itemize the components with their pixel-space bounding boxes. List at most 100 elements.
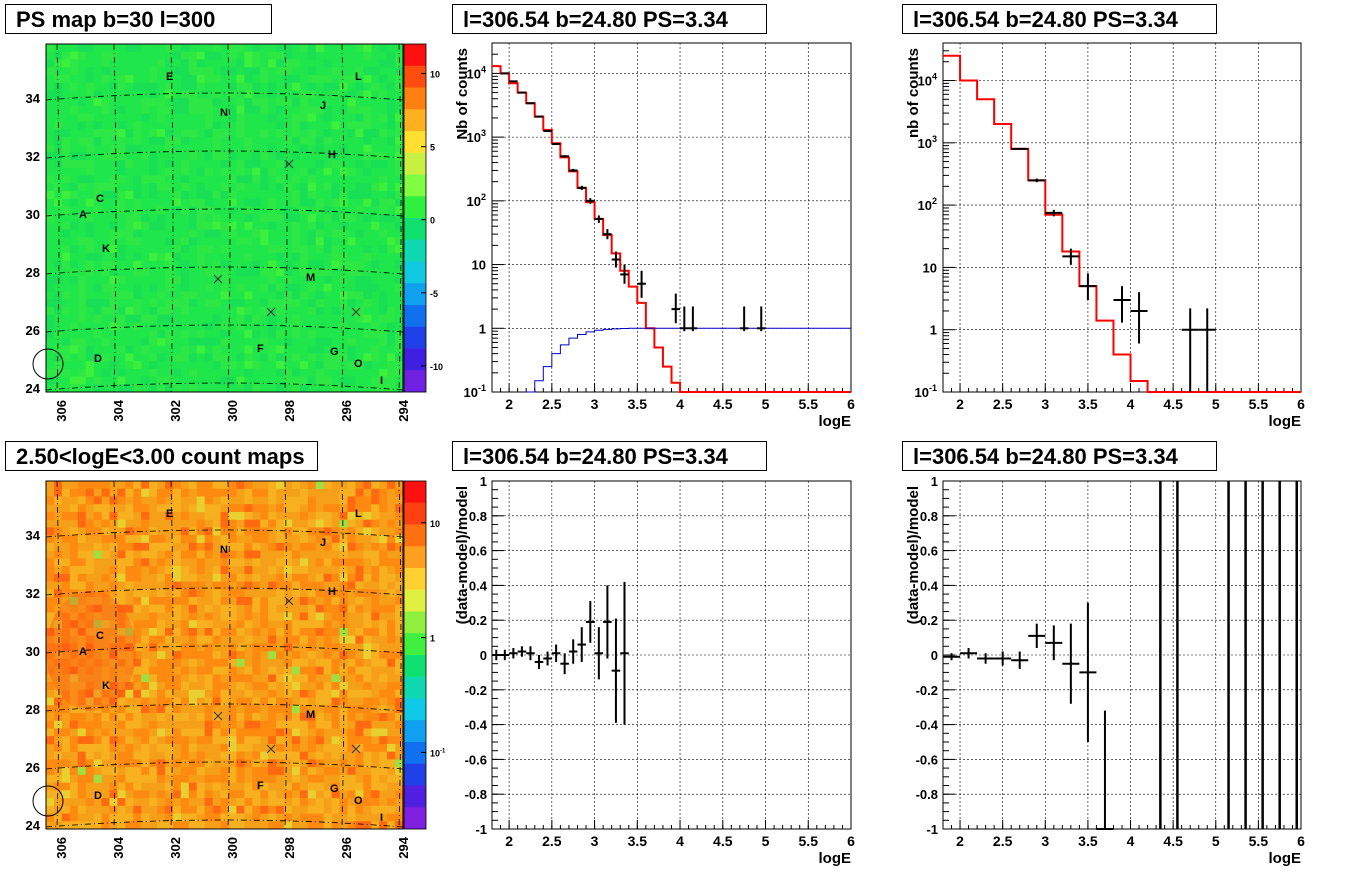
- map-pixel: [307, 481, 316, 489]
- map-pixel: [172, 774, 182, 783]
- map-pixel: [236, 743, 245, 752]
- map-pixel: [85, 697, 94, 706]
- map-pixel: [379, 90, 388, 99]
- map-pixel: [299, 535, 308, 544]
- map-pixel: [268, 511, 277, 520]
- map-pixel: [339, 519, 348, 528]
- map-pixel: [93, 183, 102, 192]
- map-pixel: [46, 736, 55, 745]
- map-pixel: [363, 121, 372, 130]
- map-pixel: [244, 206, 253, 215]
- map-pixel: [53, 620, 63, 629]
- map-pixel: [276, 542, 285, 551]
- map-pixel: [347, 790, 356, 799]
- map-pixel: [315, 736, 324, 745]
- map-pixel: [268, 674, 277, 683]
- map-y-tick-label: 30: [26, 207, 40, 222]
- map-pixel: [117, 697, 126, 706]
- map-pixel: [268, 283, 277, 292]
- map-pixel: [69, 743, 78, 752]
- map-pixel: [196, 790, 205, 799]
- map-pixel: [133, 175, 142, 184]
- map-pixel: [125, 620, 134, 629]
- map-pixel: [204, 337, 213, 346]
- map-pixel: [77, 160, 86, 168]
- map-pixel: [85, 689, 94, 698]
- map-pixel: [299, 245, 308, 253]
- map-pixel: [387, 82, 396, 91]
- map-pixel: [77, 713, 86, 721]
- map-pixel: [244, 136, 253, 145]
- map-pixel: [371, 612, 380, 621]
- map-pixel: [379, 488, 388, 497]
- map-pixel: [172, 736, 182, 745]
- map-pixel: [244, 175, 253, 184]
- map-pixel: [196, 67, 205, 76]
- map-pixel: [379, 206, 388, 215]
- map-frame: [45, 43, 404, 393]
- map-pixel: [307, 736, 316, 745]
- map-pixel: [212, 689, 221, 698]
- map-pixel: [228, 67, 237, 76]
- map-pixel: [228, 821, 237, 830]
- map-pixel: [61, 260, 70, 269]
- map-pixel: [77, 736, 86, 745]
- map-pixel: [363, 511, 372, 520]
- map-pixel: [101, 798, 110, 806]
- map-pixel: [228, 504, 237, 513]
- map-pixel: [220, 743, 229, 752]
- map-pixel: [188, 237, 197, 246]
- map-pixel: [141, 152, 150, 161]
- map-grid-line: [56, 43, 60, 393]
- map-pixel: [85, 245, 94, 253]
- map-pixel: [331, 535, 340, 544]
- map-pixel: [331, 152, 340, 161]
- map-pixel: [133, 790, 142, 799]
- map-x-tick-label: 306: [54, 837, 69, 859]
- map-pixel: [180, 67, 189, 76]
- map-pixel: [244, 291, 253, 300]
- colorbar-segment: [404, 305, 426, 328]
- plot-frame: [491, 480, 852, 830]
- map-pixel: [204, 542, 213, 551]
- map-pixel: [339, 82, 348, 91]
- map-pixel: [355, 666, 364, 675]
- map-pixel: [284, 635, 293, 644]
- map-pixel: [260, 105, 269, 114]
- map-pixel: [149, 361, 158, 369]
- map-pixel: [77, 627, 86, 636]
- map-pixel: [188, 759, 197, 768]
- map-pixel: [260, 283, 269, 292]
- map-pixel: [196, 488, 205, 497]
- map-pixel: [387, 481, 396, 489]
- map-pixel: [268, 144, 277, 153]
- map-pixel: [268, 299, 277, 308]
- map-pixel: [109, 183, 118, 192]
- y-axis-label: nb of counts: [905, 48, 922, 138]
- map-pixel: [61, 160, 70, 168]
- map-pixel: [291, 682, 301, 690]
- map-pixel: [141, 790, 150, 799]
- map-pixel: [371, 283, 380, 292]
- source-label-I: I: [380, 812, 383, 824]
- map-pixel: [85, 167, 94, 176]
- map-pixel: [133, 237, 142, 246]
- map-pixel: [276, 558, 285, 567]
- map-pixel: [46, 144, 55, 153]
- map-pixel: [363, 627, 372, 636]
- map-pixel: [299, 98, 308, 107]
- map-pixel: [260, 504, 269, 513]
- map-pixel: [77, 535, 86, 544]
- map-pixel: [46, 597, 55, 605]
- map-pixel: [180, 44, 189, 52]
- map-pixel: [141, 481, 150, 489]
- y-tick-label: 102: [918, 196, 937, 213]
- map-pixel: [101, 488, 110, 497]
- map-pixel: [395, 206, 404, 215]
- map-pixel: [180, 790, 189, 799]
- map-pixel: [165, 481, 174, 489]
- map-pixel: [236, 767, 245, 776]
- map-pixel: [212, 774, 221, 783]
- map-pixel: [149, 674, 158, 683]
- map-pixel: [46, 798, 55, 806]
